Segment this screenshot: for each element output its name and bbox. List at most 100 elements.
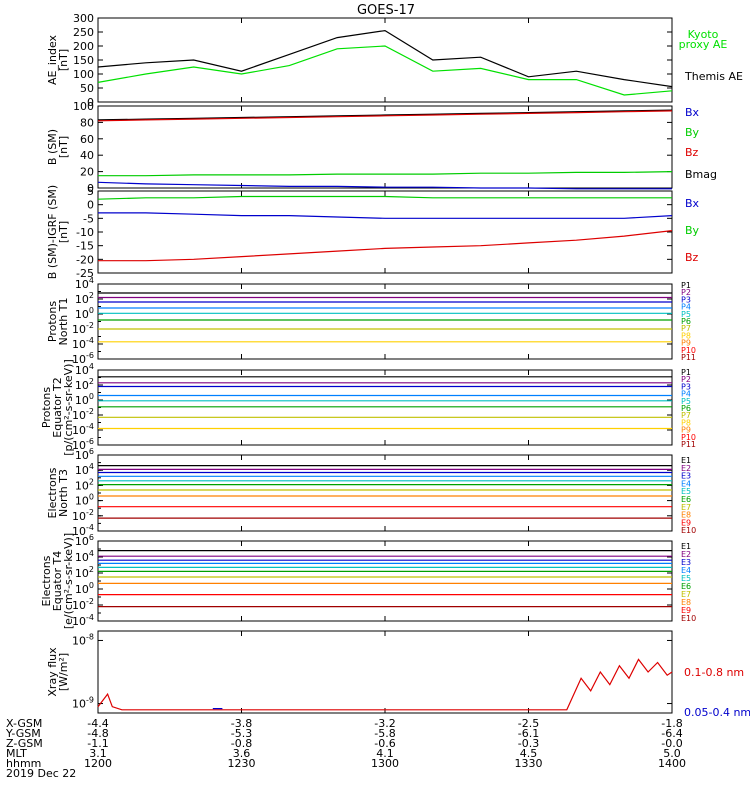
footer-value: 1230 [228, 757, 256, 770]
y-axis-label: Electrons [46, 467, 59, 518]
footer-value: -2.5 [518, 717, 539, 730]
legend-entry: P8 [681, 418, 691, 427]
footer-row-label: MLT [6, 747, 27, 760]
panel-bigrf: 50-5-10-15-20-25B (SM)-IGRF (SM)[nT]BxBy… [46, 185, 700, 280]
y-axis-label: [nT] [57, 221, 70, 243]
legend-entry: P1 [681, 368, 691, 377]
series-ae-themis-ae [97, 29, 673, 88]
y-tick-label: 150 [73, 54, 94, 67]
legend-entry: P11 [681, 440, 696, 449]
legend-entry: E2 [681, 464, 691, 473]
y-axis-label: AE_index [46, 34, 59, 85]
legend-entry: E10 [681, 526, 696, 535]
y-tick-label: 20 [80, 166, 94, 179]
footer-value: -6.4 [661, 727, 682, 740]
y-axis-label: [nT] [57, 49, 70, 71]
legend-entry: E5 [681, 574, 691, 583]
legend-entry: By [685, 126, 700, 139]
y-tick-label: 100 [73, 100, 94, 113]
y-tick-label: 80 [80, 116, 94, 129]
legend-entry: E6 [681, 495, 691, 504]
series-ae-kyoto-proxy-ae [97, 45, 673, 96]
footer-value: -4.8 [87, 727, 108, 740]
footer-value: 1400 [658, 757, 686, 770]
series-bsm-by [98, 171, 673, 177]
footer-value: 1300 [371, 757, 399, 770]
legend-entry: E5 [681, 487, 691, 496]
legend-entry: P5 [681, 397, 691, 406]
legend-entry: E4 [681, 566, 691, 575]
y-axis-label: [p/(cm²-s-sr-keV)] [62, 359, 75, 456]
legend-entry: Bx [685, 106, 700, 119]
legend-entry: P4 [681, 390, 691, 399]
y-tick-label: 200 [73, 40, 94, 53]
legend-entry: E1 [681, 456, 691, 465]
legend-entry: 0.05-0.4 nm [684, 706, 750, 719]
legend-entry: Bz [685, 146, 699, 159]
footer-row-label: X-GSM [6, 717, 42, 730]
legend-entry: E10 [681, 614, 696, 623]
y-tick-label: 0 [87, 96, 94, 109]
y-tick-label: -5 [83, 212, 94, 225]
legend-entry: E3 [681, 472, 691, 481]
y-tick-label: 5 [87, 185, 94, 198]
footer-value: 3.1 [89, 747, 107, 760]
legend-entry: Kyoto [688, 28, 719, 41]
y-tick-label: 250 [73, 26, 94, 39]
footer-value: -0.3 [518, 737, 539, 750]
footer-value: -3.8 [231, 717, 252, 730]
footer-value: -4.4 [87, 717, 108, 730]
footer-value: -1.8 [661, 717, 682, 730]
y-axis-label: Electrons [40, 555, 53, 606]
footer-value: -0.0 [661, 737, 682, 750]
y-tick-label: 0 [87, 199, 94, 212]
footer-value: -0.6 [374, 737, 395, 750]
legend-entry: E8 [681, 511, 691, 520]
legend-entry: Themis AE [684, 70, 743, 83]
y-tick-label: -20 [76, 253, 94, 266]
legend-entry: P6 [681, 317, 691, 326]
legend-entry: P10 [681, 433, 696, 442]
legend-entry: P7 [681, 411, 691, 420]
y-tick-label: -15 [76, 240, 94, 253]
footer-row-label: Z-GSM [6, 737, 43, 750]
footer-value: 4.1 [376, 747, 394, 760]
legend-entry: P7 [681, 324, 691, 333]
legend-entry: Bmag [685, 168, 717, 181]
legend-entry: P9 [681, 426, 691, 435]
series-bsm-bz [97, 110, 673, 122]
y-axis-label: Equator T4 [51, 551, 64, 611]
y-axis-label: Protons [40, 387, 53, 428]
y-tick-label: -25 [76, 267, 94, 280]
legend-entry: E4 [681, 479, 691, 488]
footer-value: 5.0 [663, 747, 681, 760]
legend-entry: E9 [681, 606, 691, 615]
series-bigrf-bz [98, 230, 673, 262]
y-axis-label: Protons [46, 301, 59, 342]
series-bsm-bx [97, 181, 672, 190]
y-tick-label: 300 [73, 12, 94, 25]
legend-entry: P11 [681, 353, 696, 362]
y-axis-label: B (SM) [46, 129, 59, 165]
legend-entry: P3 [681, 295, 691, 304]
legend-entry: By [685, 224, 700, 237]
panel-stack: 300250200150100500AE_index[nT]Kyotoproxy… [40, 12, 750, 719]
series-bigrf-bx [98, 212, 673, 219]
footer-value: -3.2 [374, 717, 395, 730]
legend-entry: Bz [685, 251, 699, 264]
legend-entry: E7 [681, 503, 691, 512]
legend-entry: proxy AE [679, 38, 728, 51]
legend-entry: P5 [681, 310, 691, 319]
legend-entry: Bx [685, 197, 700, 210]
series-bsm-bmag [97, 109, 673, 121]
y-axis-label: [W/m²] [57, 653, 70, 691]
footer-value: 4.5 [520, 747, 538, 760]
footer-date: 2019 Dec 22 [6, 767, 76, 780]
legend-entry: E7 [681, 590, 691, 599]
y-axis-label: North T3 [57, 469, 70, 517]
